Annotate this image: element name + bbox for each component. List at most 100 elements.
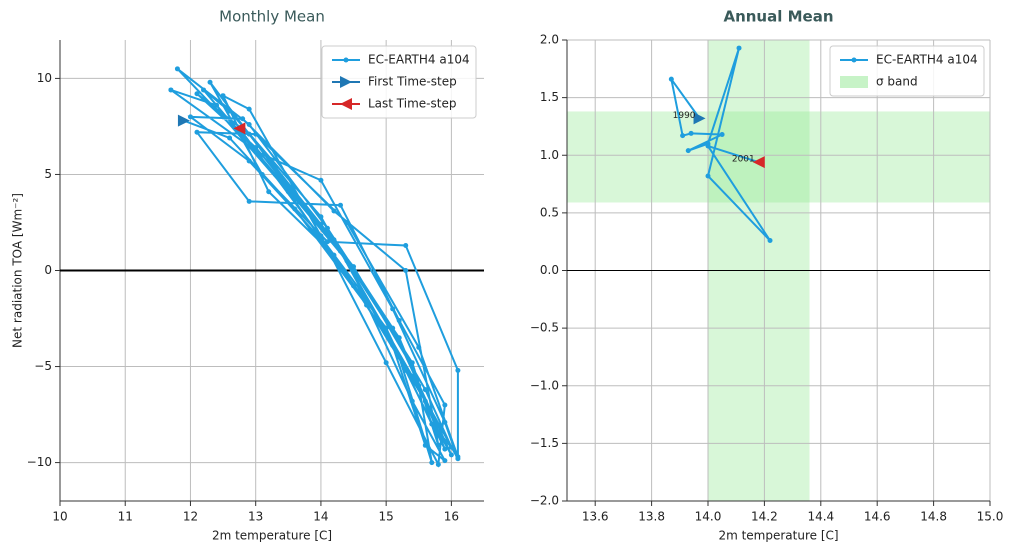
legend-label: EC-EARTH4 a104	[368, 53, 470, 67]
series-line	[170, 68, 459, 468]
data-point	[442, 402, 448, 408]
data-point	[292, 206, 298, 212]
legend-box	[321, 45, 477, 119]
chart-title: Annual Mean	[723, 8, 833, 26]
data-point	[455, 454, 461, 460]
y-tick-label: −1.0	[530, 378, 559, 392]
data-point	[246, 122, 252, 128]
data-point	[253, 145, 259, 151]
data-point	[409, 360, 415, 366]
first-marker	[693, 112, 706, 125]
legend: EC-EARTH4 a104 σ band	[829, 45, 985, 97]
data-point	[403, 367, 409, 373]
data-point	[311, 229, 317, 235]
legend-dot	[343, 57, 349, 63]
legend-marker	[340, 98, 352, 110]
data-point	[435, 442, 441, 448]
data-point	[318, 233, 324, 239]
data-point	[318, 221, 324, 227]
x-tick-label: 14.0	[695, 510, 722, 524]
data-point	[442, 419, 448, 425]
data-point	[448, 452, 454, 458]
x-tick-label: 14	[313, 510, 328, 524]
legend-label: σ band	[876, 75, 918, 89]
y-tick-label: −2.0	[530, 494, 559, 508]
x-tick-label: 16	[444, 510, 459, 524]
data-point	[174, 66, 180, 72]
data-point	[227, 135, 233, 141]
y-tick-label: −10	[27, 455, 52, 469]
sigma-band-y	[567, 111, 990, 203]
x-tick-label: 13.8	[638, 510, 665, 524]
legend-label: EC-EARTH4 a104	[876, 53, 978, 67]
data-point	[390, 325, 396, 331]
data-point	[685, 148, 691, 154]
y-tick-label: 0.0	[540, 263, 559, 277]
data-point	[448, 444, 454, 450]
data-point	[705, 173, 711, 179]
data-point	[422, 442, 428, 448]
annotation: 1990	[673, 111, 696, 121]
data-point	[272, 166, 278, 172]
data-point	[705, 143, 711, 149]
chart-title: Monthly Mean	[219, 8, 325, 26]
data-point	[337, 202, 343, 208]
data-point	[435, 429, 441, 435]
data-point	[383, 360, 389, 366]
data-point	[220, 93, 226, 99]
data-point	[688, 130, 694, 136]
data-point	[403, 268, 409, 273]
data-point	[344, 219, 350, 225]
x-tick-label: 11	[118, 510, 133, 524]
y-tick-label: 0.5	[540, 205, 559, 219]
data-point	[266, 189, 272, 195]
data-point	[324, 239, 330, 245]
data-point	[253, 131, 259, 137]
data-point	[422, 398, 428, 404]
x-tick-label: 15.0	[977, 510, 1004, 524]
legend-label: Last Time-step	[368, 97, 456, 111]
legend-marker	[340, 76, 352, 88]
data-point	[220, 114, 226, 120]
data-point	[246, 106, 252, 112]
data-point	[259, 171, 265, 177]
legend-label: First Time-step	[368, 75, 457, 89]
x-tick-label: 14.4	[807, 510, 834, 524]
first-marker	[177, 114, 190, 127]
data-point	[272, 171, 278, 177]
data-point	[253, 148, 259, 154]
data-point	[383, 325, 389, 331]
legend-box	[829, 45, 985, 97]
data-point	[668, 76, 674, 82]
data-point	[246, 131, 252, 137]
data-point	[259, 152, 265, 158]
data-point	[187, 114, 193, 120]
data-point	[318, 177, 324, 183]
x-tick-label: 15	[379, 510, 394, 524]
data-point	[435, 462, 441, 468]
data-point	[331, 237, 337, 243]
y-tick-label: 1.0	[540, 148, 559, 162]
y-tick-label: −1.5	[530, 436, 559, 450]
data-point	[455, 367, 461, 373]
data-point	[324, 225, 330, 231]
legend: EC-EARTH4 a104 First Time-step Last Time-s…	[321, 45, 477, 119]
x-tick-label: 13.6	[582, 510, 609, 524]
data-point	[767, 238, 773, 244]
data-point	[344, 258, 350, 264]
last-marker	[752, 156, 765, 169]
data-point	[390, 306, 396, 312]
data-point	[396, 317, 402, 323]
data-point	[396, 354, 402, 360]
y-tick-label: −5	[34, 359, 52, 373]
annotation: 2001	[732, 155, 755, 165]
last-marker	[233, 122, 246, 135]
legend-patch	[840, 76, 868, 88]
y-tick-label: 0	[44, 263, 52, 277]
data-point	[409, 373, 415, 379]
data-point	[396, 335, 402, 341]
data-point	[168, 87, 174, 93]
x-tick-label: 14.2	[751, 510, 778, 524]
x-tick-label: 14.6	[864, 510, 891, 524]
